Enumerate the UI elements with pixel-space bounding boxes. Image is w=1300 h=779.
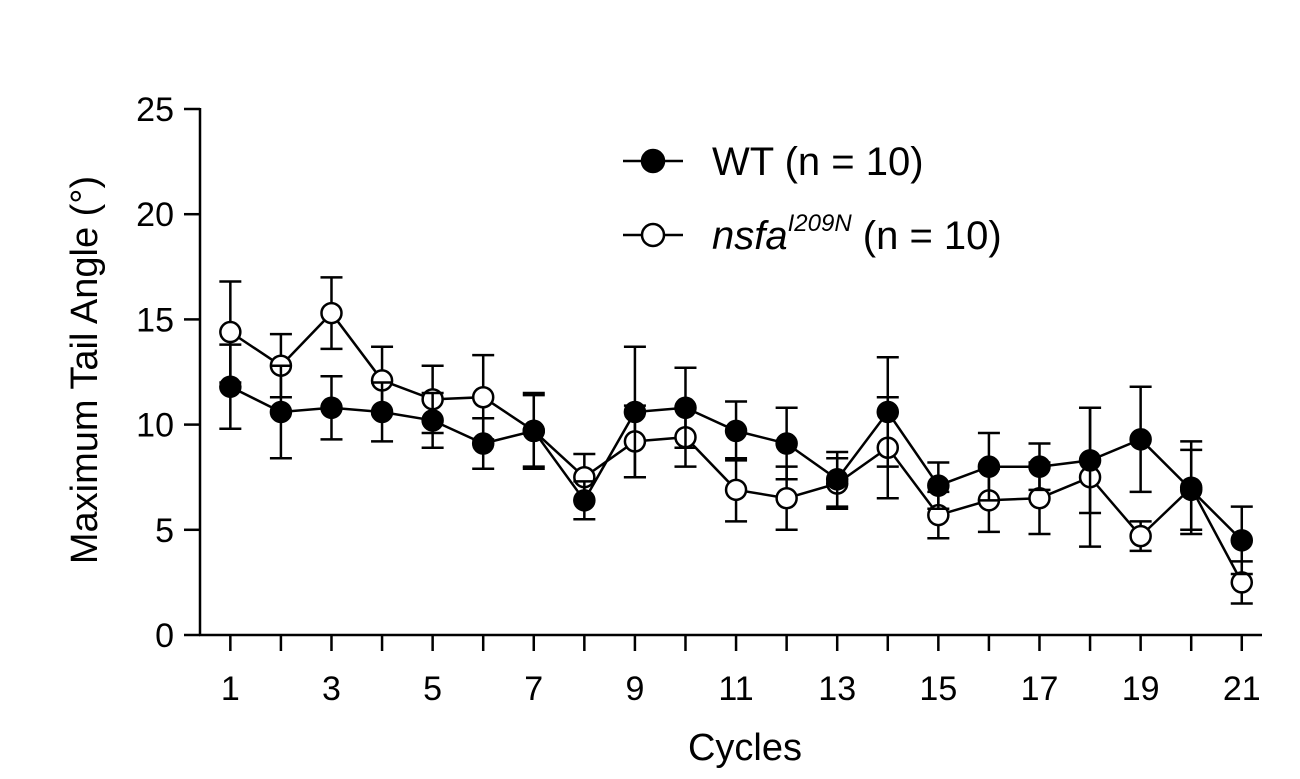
y-tick-label: 10	[136, 407, 174, 445]
legend-nsfa-suffix: (n = 10)	[852, 214, 1002, 258]
x-tick-label: 1	[221, 670, 240, 708]
legend-wt-marker	[640, 148, 666, 174]
data-point	[370, 400, 394, 424]
x-tick-label: 5	[423, 670, 442, 708]
data-point	[674, 396, 697, 420]
legend-nsfa-superscript: I209N	[788, 210, 853, 237]
data-point	[977, 455, 1001, 478]
data-point	[724, 419, 748, 443]
x-tick-label: 7	[524, 670, 543, 708]
data-point	[320, 301, 343, 325]
data-point	[825, 468, 849, 491]
data-point	[1129, 524, 1152, 548]
legend-item-nsfa: nsfaI209N (n = 10)	[623, 210, 1002, 258]
data-point	[573, 489, 596, 512]
data-point	[269, 400, 293, 424]
data-point	[876, 400, 900, 424]
y-axis-title: Maximum Tail Angle (°)	[64, 176, 106, 564]
data-point	[471, 432, 495, 455]
series-0	[219, 343, 1254, 576]
legend: WT (n = 10) nsfaI209N (n = 10)	[623, 140, 1002, 258]
data-point	[522, 419, 546, 443]
data-point	[1078, 449, 1102, 472]
series-layer	[219, 276, 1254, 605]
data-point	[1129, 428, 1152, 451]
data-point	[1179, 478, 1203, 502]
y-tick-label: 5	[155, 512, 174, 550]
data-point	[421, 409, 444, 432]
legend-nsfa-label: nsfaI209N (n = 10)	[712, 210, 1002, 258]
legend-wt-label: WT (n = 10)	[712, 140, 924, 184]
data-point	[1028, 455, 1051, 478]
data-point	[1028, 486, 1051, 510]
x-tick-label: 3	[322, 670, 341, 708]
data-point	[775, 432, 798, 455]
legend-item-wt: WT (n = 10)	[623, 140, 924, 184]
data-point	[1230, 571, 1254, 594]
data-point	[623, 400, 647, 424]
x-tick-label: 11	[718, 670, 753, 708]
y-tick-label: 20	[136, 196, 174, 234]
x-axis-title: Cycles	[688, 727, 802, 769]
data-point	[724, 478, 748, 502]
data-point	[1230, 529, 1254, 552]
data-point	[219, 320, 242, 344]
data-point	[775, 486, 798, 510]
x-tick-label: 15	[919, 670, 957, 708]
data-point	[320, 396, 343, 420]
x-tick-label: 17	[1021, 670, 1059, 708]
legend-nsfa-marker	[640, 222, 666, 248]
x-tick-label: 21	[1223, 670, 1261, 708]
y-tick-label: 0	[155, 617, 174, 655]
x-tick-label: 13	[818, 670, 856, 708]
legend-nsfa-name: nsfa	[712, 214, 788, 258]
x-tick-label: 9	[625, 670, 644, 708]
data-point	[471, 385, 495, 409]
data-point	[927, 474, 950, 497]
y-tick-label: 15	[136, 301, 174, 339]
data-point	[219, 375, 242, 398]
x-tick-label: 19	[1122, 670, 1160, 708]
y-tick-label: 25	[136, 91, 174, 129]
